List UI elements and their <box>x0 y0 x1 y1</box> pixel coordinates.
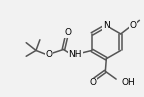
Text: O: O <box>129 21 137 30</box>
Text: O: O <box>45 50 52 59</box>
Text: N: N <box>103 21 110 30</box>
Text: NH: NH <box>68 50 82 59</box>
Text: OH: OH <box>121 78 135 87</box>
Text: O: O <box>89 78 96 87</box>
Text: O: O <box>65 28 72 37</box>
